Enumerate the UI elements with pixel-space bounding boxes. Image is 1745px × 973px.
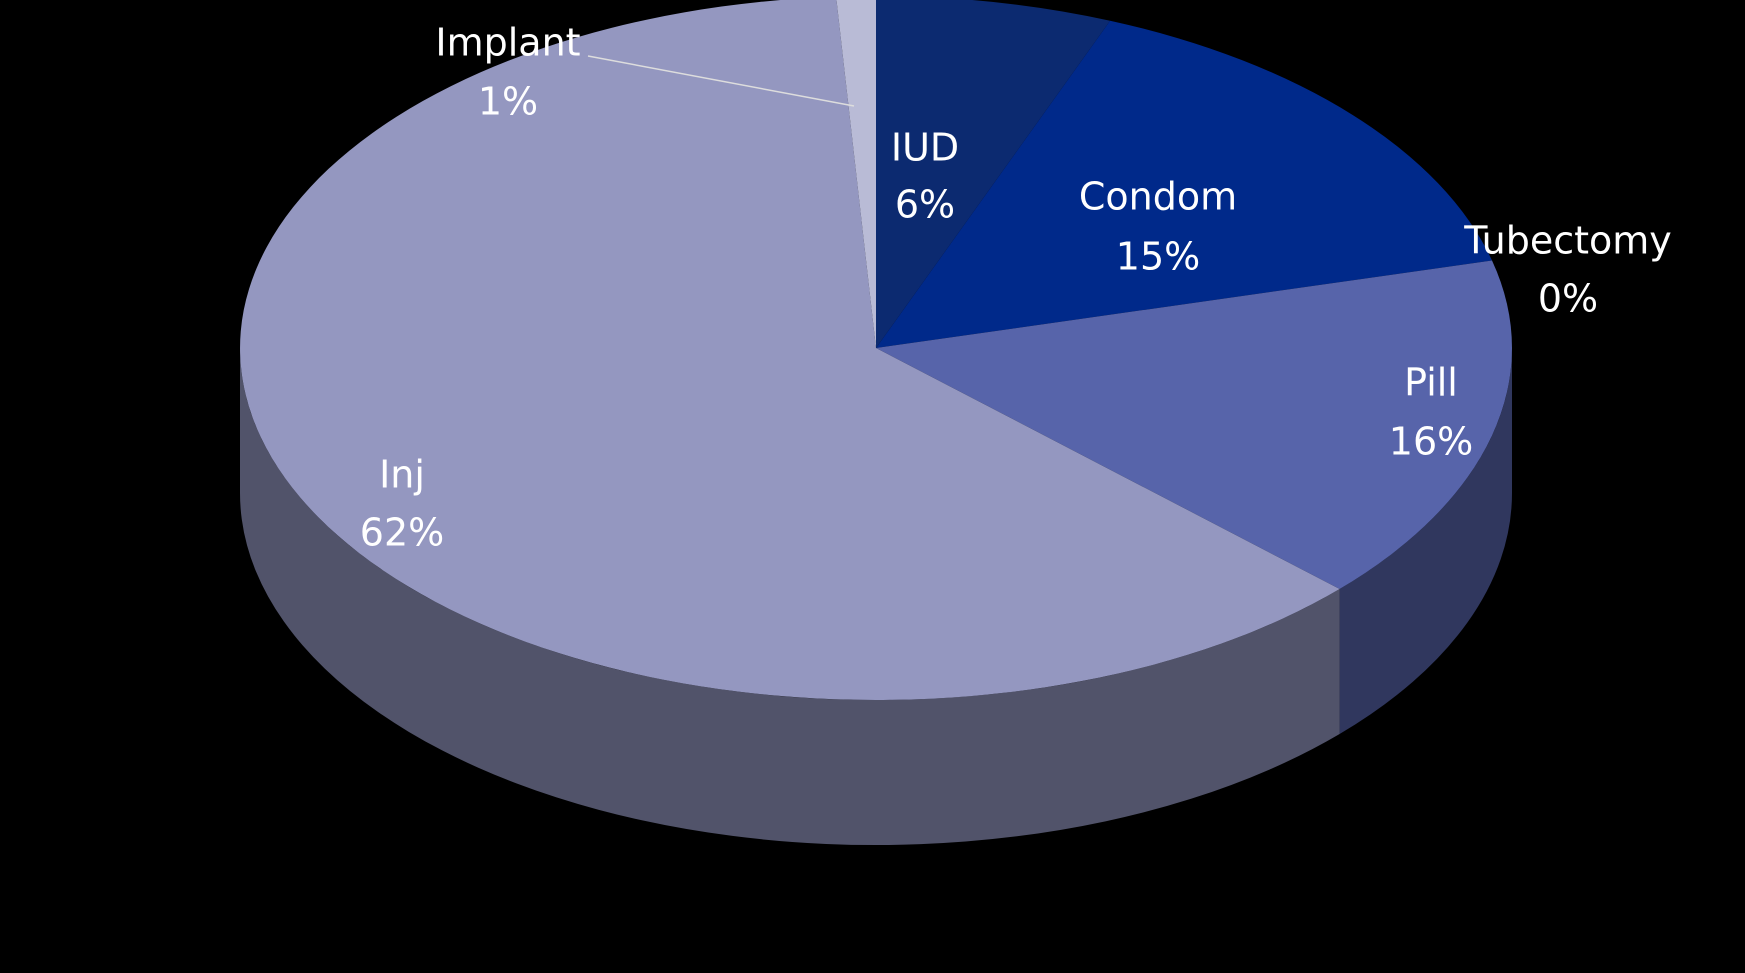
category-label: Condom <box>1079 175 1237 219</box>
labels: IUD 6% Condom 15% Tubectomy 0% Pill 16% Inj 62% Im… <box>360 21 1672 555</box>
pie-sides <box>239 348 1513 846</box>
value-label: 15% <box>1116 235 1200 279</box>
category-label: Tubectomy <box>1463 219 1672 263</box>
value-label: 1% <box>478 80 538 124</box>
pie-slice <box>876 20 1492 348</box>
leader-line <box>587 55 855 107</box>
pie-slice <box>240 0 1340 700</box>
pie-slice <box>876 260 1512 589</box>
value-label: 6% <box>895 183 955 227</box>
pie-slice <box>836 0 876 348</box>
category-label: Pill <box>1404 361 1458 405</box>
pie-slice <box>876 0 1111 348</box>
category-label: IUD <box>891 126 959 170</box>
category-label: Inj <box>379 453 425 497</box>
value-label: 62% <box>360 511 444 555</box>
value-label: 0% <box>1538 277 1598 321</box>
category-label: Implant <box>435 21 580 65</box>
pie-side <box>1339 348 1513 734</box>
value-label: 16% <box>1389 420 1473 464</box>
pie-side <box>239 348 1340 846</box>
pie-tops <box>240 0 1512 700</box>
